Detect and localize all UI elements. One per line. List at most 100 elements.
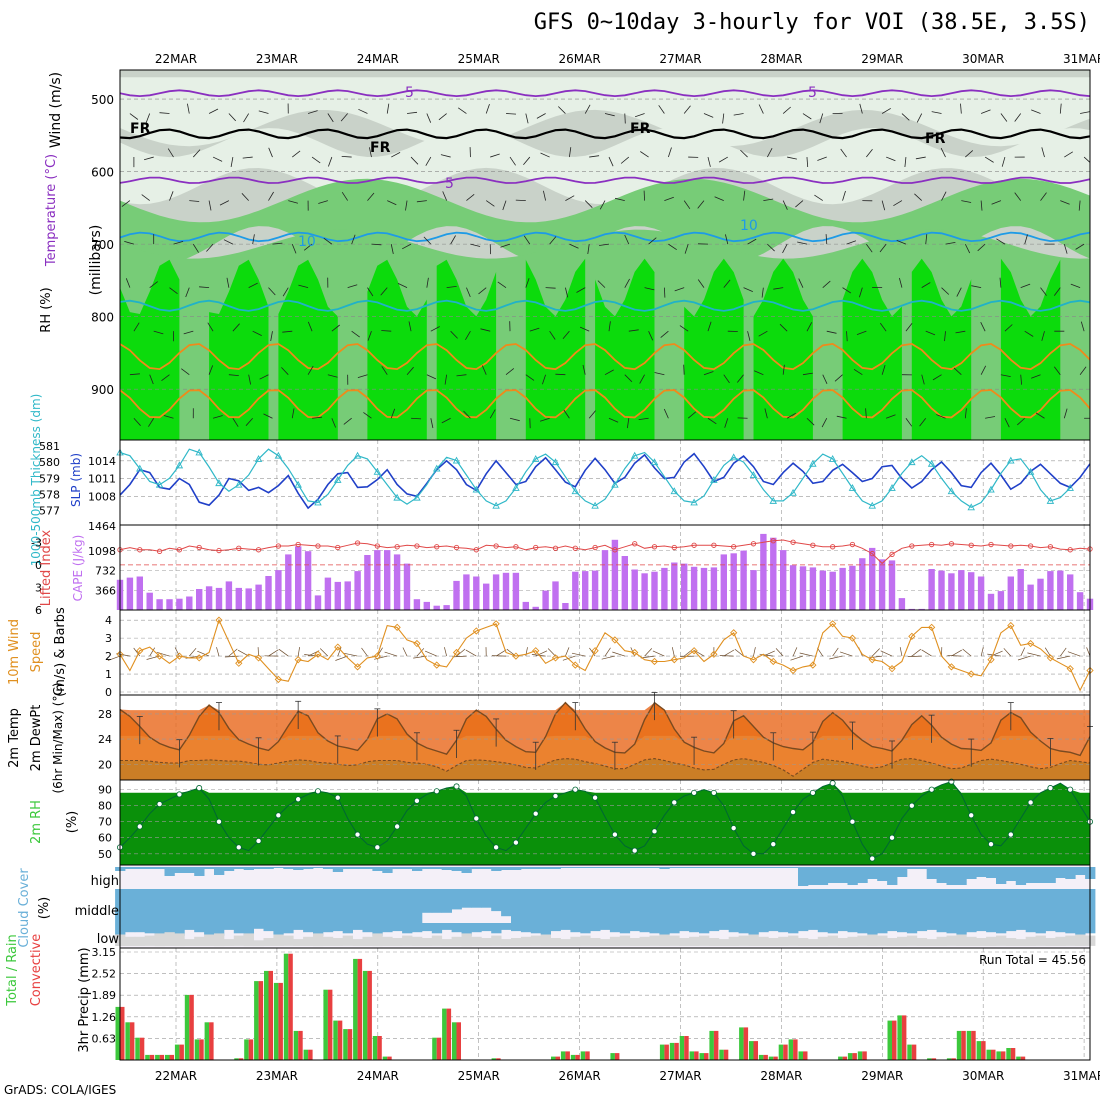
precip-total-bar [847,1053,853,1060]
cloud-low-bar [491,935,502,946]
thickness-marker [452,456,461,464]
rh-marker [334,794,341,801]
cloud-bar-middle [530,889,542,923]
cloud-bar-middle [1015,889,1027,923]
wind-barb [423,236,432,245]
wind-speed-marker [472,627,480,635]
wind-barb [941,287,950,295]
cloud-bar-low [263,923,274,932]
cloud-bar-middle [372,889,383,923]
wind-speed-tick: 4 [105,614,112,627]
cloud-bar-low [857,923,868,934]
wind-barb [241,193,249,201]
cloud-bar-low [817,923,829,933]
wind-barb [341,156,352,158]
wind-speed-marker [591,647,599,655]
wind-barb [163,415,174,419]
cloud-bar-middle [214,889,225,923]
wind-barb [243,113,250,123]
cape-bar [968,572,975,610]
cloud-low-bar [233,935,245,946]
wind-speed-marker [373,652,381,660]
wind-barb [490,153,500,158]
precip-convective-bar [387,1056,392,1060]
wind-barb [707,417,717,425]
slp-tick: 1014 [88,455,116,468]
lifted-index-marker [335,544,341,551]
rh-marker [869,855,876,862]
wind-barb [173,241,184,245]
cape-bar [928,569,935,610]
wind-barb [764,408,768,419]
wind-barb [758,330,768,337]
cloud-bar-middle [204,889,215,923]
wind-speed-marker [749,656,758,664]
wind-barb [615,197,625,201]
wind-barb [1031,374,1041,379]
surface-wind-barb [921,649,932,657]
isotherm-label: FR [130,121,151,137]
wind-speed-marker [254,654,263,662]
wind-barb [821,418,828,428]
wind-barb [328,156,333,167]
wind-barb [718,156,728,163]
thickness-tick: 578 [39,488,60,501]
cloud-bar-middle [501,889,512,917]
wind-speed-marker [1026,639,1035,648]
wind-barb [327,374,338,378]
cape-bar [888,560,896,610]
precip-total-bar [115,1006,120,1060]
wind-barb [141,194,150,201]
cloud-bar-middle [1065,889,1076,923]
wind-barb [426,113,432,123]
cloud-bar-low [313,923,324,936]
wind-barb [899,277,903,288]
lifted-index-marker [137,547,143,553]
surface-wind-barb [237,649,249,657]
wind-barb [905,418,913,427]
precip-total-bar [254,981,259,1060]
wind-barb [539,417,550,422]
cloud-bar-high [372,867,383,871]
date-tick-top: 27MAR [659,52,701,66]
wind-barb [525,278,530,288]
cloud-low-bar [609,936,621,946]
rh-marker [394,823,401,830]
wind-barb [192,149,201,158]
date-tick-bottom: 30MAR [962,1069,1004,1083]
surface-wind-barb [1086,647,1091,657]
wind-barb [470,243,481,247]
wind-barb [634,113,645,118]
precip-convective-bar [278,982,283,1060]
rh-marker [314,788,321,795]
wind-barb [747,238,757,245]
cape-bar [829,571,836,610]
wind-barb [121,200,131,207]
wind-barb [663,408,669,419]
wind-barb [268,287,276,296]
cloud-percent-axis-label: (%) [37,897,52,920]
wind-barb [881,364,886,375]
cloud-bar-middle [1055,889,1066,923]
cloud-low-bar [916,938,928,946]
wind-barb [944,331,946,342]
cloud-bar-low [1005,923,1017,932]
wind-barb [509,417,520,422]
surface-wind-barb [465,649,477,657]
wind-barb [1083,156,1090,163]
wind-barb [381,330,392,332]
precip-total-bar [610,1053,615,1060]
cape-bar [453,580,460,610]
precip-convective-bar [1000,1051,1006,1060]
cape-bar [780,550,787,610]
wind-barb [664,196,674,201]
precip-total-bar [976,1041,982,1060]
thickness-marker [235,480,243,488]
cloud-low-bar [827,935,838,946]
cloud-low-bar [293,939,304,946]
wind-barb [991,200,1002,205]
wind-speed-marker [195,654,203,662]
precip-convective-bar [555,1056,560,1060]
cloud-low-bar [877,935,888,946]
lifted-index-marker [849,541,856,548]
